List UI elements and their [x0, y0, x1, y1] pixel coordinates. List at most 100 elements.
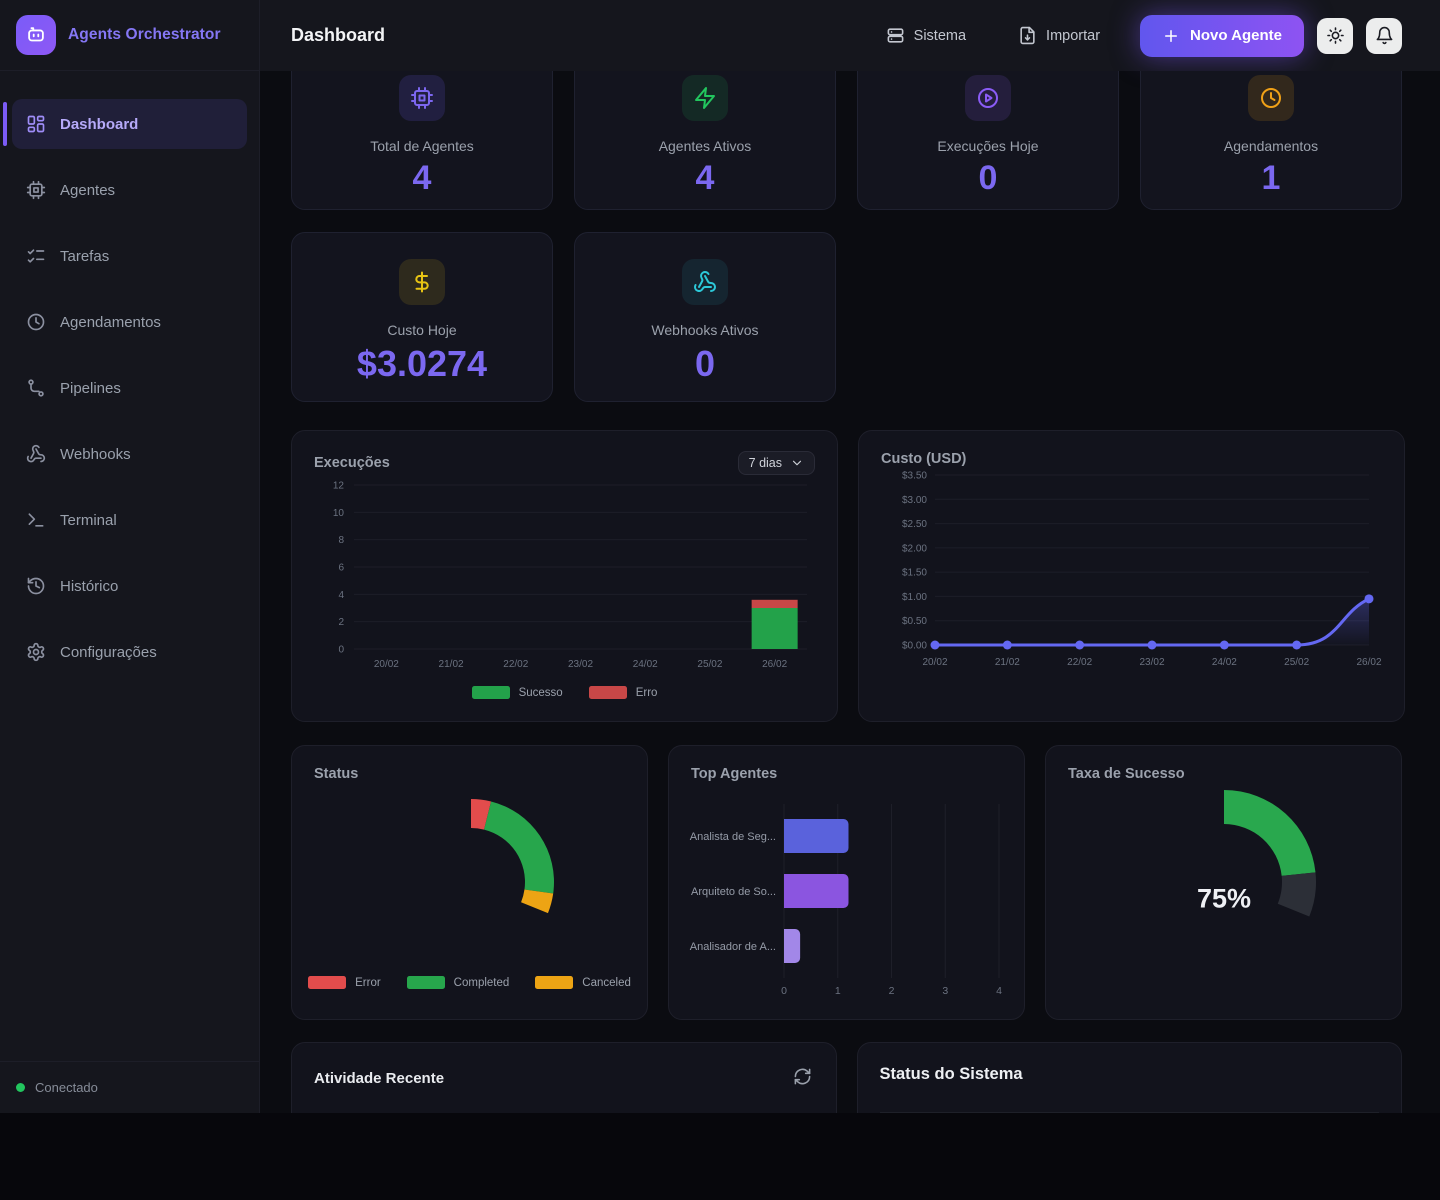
legend-item-error: Error — [308, 976, 381, 989]
content: Total de Agentes 4 Agentes Ativos 4 Execuçõe… — [260, 71, 1440, 1113]
executions-legend: Sucesso Erro — [292, 686, 837, 699]
legend-swatch — [535, 976, 574, 989]
stat-label: Agendamentos — [1223, 138, 1319, 154]
clock-icon — [1259, 86, 1283, 110]
stat-value: $3.0274 — [356, 343, 488, 384]
period-select[interactable]: 7 dias — [737, 451, 815, 475]
svg-text:2: 2 — [889, 985, 895, 997]
stat-label: Custo Hoje — [387, 322, 457, 338]
stat-label: Agentes Ativos — [658, 138, 752, 154]
sistema-label: Sistema — [913, 27, 967, 44]
stat-value: 4 — [412, 159, 432, 197]
play-circle-icon — [976, 86, 1000, 110]
svg-text:10: 10 — [333, 508, 345, 519]
sidebar-item-terminal[interactable]: Terminal — [12, 495, 247, 545]
notifications-button[interactable] — [1366, 17, 1402, 54]
sidebar-item-historico[interactable]: Histórico — [12, 561, 247, 611]
topbar: Dashboard Sistema Importar Novo Agente — [260, 0, 1440, 71]
svg-text:12: 12 — [333, 481, 345, 492]
stat-icon-tile — [1248, 75, 1294, 121]
svg-text:$2.00: $2.00 — [902, 543, 927, 554]
svg-text:$0.50: $0.50 — [902, 616, 927, 627]
refresh-activity-button[interactable] — [791, 1065, 814, 1091]
status-chart-title: Status — [314, 766, 359, 782]
top-agents-chart-title: Top Agentes — [691, 766, 778, 782]
svg-text:21/02: 21/02 — [995, 657, 1020, 668]
sidebar-item-label: Agentes — [60, 181, 116, 199]
sidebar-item-label: Terminal — [60, 511, 117, 529]
stat-card-agentes-ativos: Agentes Ativos 4 — [574, 71, 836, 210]
executions-chart-card: Execuções 7 dias 0 2 4 6 8 10 12 20/02 21/02 22/0… — [291, 430, 838, 722]
stat-value: 0 — [978, 159, 998, 197]
sistema-button[interactable]: Sistema — [880, 25, 972, 46]
svg-text:0: 0 — [781, 985, 787, 997]
svg-text:4: 4 — [338, 590, 344, 601]
stat-card-custo-hoje: Custo Hoje $3.0274 — [291, 232, 553, 402]
legend-swatch — [588, 686, 627, 699]
svg-text:20/02: 20/02 — [922, 657, 947, 668]
svg-text:6: 6 — [338, 563, 344, 574]
clock-icon — [26, 312, 46, 332]
sidebar-item-label: Webhooks — [60, 445, 131, 463]
stats-row-primary: Total de Agentes 4 Agentes Ativos 4 Execuçõe… — [291, 71, 1402, 210]
svg-text:Analisador de A...: Analisador de A... — [690, 941, 776, 953]
cost-chart: $0.00 $0.50 $1.00 $1.50 $2.00 $2.50 $3.00 $3.50… — [881, 467, 1382, 696]
sidebar-item-pipelines[interactable]: Pipelines — [12, 363, 247, 413]
settings-icon — [26, 642, 46, 662]
system-status-title: Status do Sistema — [879, 1065, 1023, 1083]
sidebar-item-dashboard[interactable]: Dashboard — [3, 99, 247, 149]
svg-text:20/02: 20/02 — [374, 659, 399, 670]
stat-value: 4 — [695, 159, 715, 197]
stat-card-agendamentos: Agendamentos 1 — [1140, 71, 1402, 210]
cost-chart-card: Custo (USD) $0.00 $0.50 $1.00 $1.50 $2.00 $2.… — [858, 430, 1405, 722]
page-title: Dashboard — [291, 25, 386, 45]
sidebar-item-agendamentos[interactable]: Agendamentos — [12, 297, 247, 347]
success-rate-chart-title: Taxa de Sucesso — [1068, 766, 1185, 782]
success-rate-chart-card: Taxa de Sucesso 75% — [1045, 745, 1402, 1020]
charts-row: Execuções 7 dias 0 2 4 6 8 10 12 20/02 21/02 22/0… — [291, 430, 1405, 722]
importar-button[interactable]: Importar — [1012, 25, 1106, 46]
legend-item-erro: Erro — [588, 686, 657, 699]
sidebar-item-tarefas[interactable]: Tarefas — [12, 231, 247, 281]
activity-row: Atividade Recente Status do Sistema — [291, 1042, 1402, 1113]
stat-icon-tile — [399, 259, 445, 305]
novo-agente-label: Novo Agente — [1190, 27, 1282, 44]
svg-text:23/02: 23/02 — [568, 659, 593, 670]
sidebar-item-agentes[interactable]: Agentes — [12, 165, 247, 215]
stat-value: 0 — [694, 343, 716, 384]
brand-row: Agents Orchestrator — [0, 0, 259, 71]
file-download-icon — [1018, 26, 1037, 45]
stat-value: 1 — [1261, 159, 1281, 197]
svg-text:25/02: 25/02 — [697, 659, 722, 670]
sun-icon — [1326, 26, 1345, 45]
svg-text:4: 4 — [996, 985, 1002, 997]
stat-card-total-de-agentes: Total de Agentes 4 — [291, 71, 553, 210]
bell-icon — [1375, 26, 1394, 45]
legend-item-sucesso: Sucesso — [471, 686, 563, 699]
svg-text:8: 8 — [338, 535, 344, 546]
stat-icon-tile — [682, 75, 728, 121]
stat-icon-tile — [965, 75, 1011, 121]
legend-swatch — [471, 686, 510, 699]
legend-label: Canceled — [582, 976, 631, 989]
stat-label: Webhooks Ativos — [651, 322, 759, 338]
sidebar-item-label: Histórico — [60, 577, 119, 595]
sidebar-item-webhooks[interactable]: Webhooks — [12, 429, 247, 479]
server-icon — [886, 26, 905, 45]
svg-text:Analista de Seg...: Analista de Seg... — [690, 831, 776, 843]
novo-agente-button[interactable]: Novo Agente — [1140, 14, 1304, 57]
sidebar: Agents Orchestrator Dashboard Agentes Tare… — [0, 0, 260, 1113]
zap-icon — [693, 86, 717, 110]
executions-chart: 0 2 4 6 8 10 12 20/02 21/02 22/02 23/02 24/02 25/02 2… — [314, 475, 815, 686]
theme-toggle-button[interactable] — [1317, 17, 1353, 54]
period-select-value: 7 dias — [748, 456, 782, 470]
legend-swatch — [308, 976, 347, 989]
sidebar-item-label: Configurações — [60, 643, 157, 661]
legend-label: Error — [355, 976, 381, 989]
connection-dot — [16, 1083, 25, 1092]
sidebar-item-configuracoes[interactable]: Configurações — [12, 627, 247, 677]
legend-label: Completed — [453, 976, 510, 989]
legend-label: Sucesso — [518, 686, 563, 699]
legend-item-canceled: Canceled — [535, 976, 631, 989]
stat-icon-tile — [682, 259, 728, 305]
